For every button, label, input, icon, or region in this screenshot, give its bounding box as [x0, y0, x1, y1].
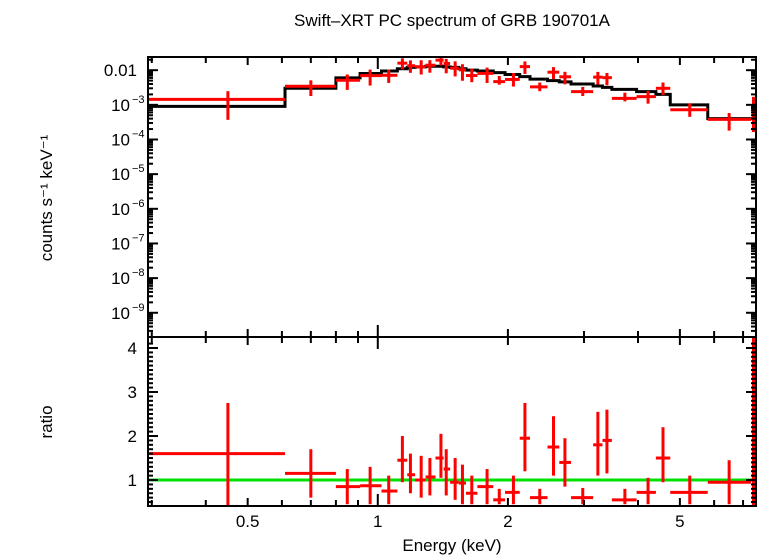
y-tick-label-top: 0.01 — [104, 61, 137, 80]
y-tick-label-exponent: −8 — [132, 267, 145, 279]
y-tick-label-bottom: 1 — [128, 471, 137, 490]
y-tick-label-bottom: 4 — [128, 339, 137, 358]
y-tick-label-top: 10 — [111, 96, 130, 115]
y-tick-label-top: 10 — [111, 304, 130, 323]
y-tick-label-top: 10 — [111, 165, 130, 184]
y-tick-label-top: 10 — [111, 269, 130, 288]
y-tick-label-exponent: −5 — [132, 163, 145, 175]
x-tick-label: 1 — [373, 512, 382, 531]
bottom-panel-frame — [147, 336, 757, 507]
y-tick-label-bottom: 3 — [128, 383, 137, 402]
chart-title: Swift–XRT PC spectrum of GRB 190701A — [294, 11, 611, 30]
y-tick-label-top: 10 — [111, 130, 130, 149]
y-tick-label-exponent: −3 — [132, 94, 145, 106]
x-tick-label: 0.5 — [236, 512, 260, 531]
x-axis-label: Energy (keV) — [402, 536, 501, 555]
y-tick-label-exponent: −9 — [132, 302, 145, 314]
y-axis-label-top: counts s⁻¹ keV⁻¹ — [37, 134, 56, 261]
y-tick-label-exponent: −4 — [132, 128, 145, 140]
y-tick-label-exponent: −6 — [132, 198, 145, 210]
y-tick-label-top: 10 — [111, 234, 130, 253]
y-axis-label-bottom: ratio — [37, 405, 56, 438]
x-tick-label: 2 — [503, 512, 512, 531]
y-tick-label-top: 10 — [111, 200, 130, 219]
y-tick-label-bottom: 2 — [128, 427, 137, 446]
y-tick-label-exponent: −7 — [132, 232, 145, 244]
model-histogram — [148, 64, 756, 121]
x-tick-label: 5 — [675, 512, 684, 531]
